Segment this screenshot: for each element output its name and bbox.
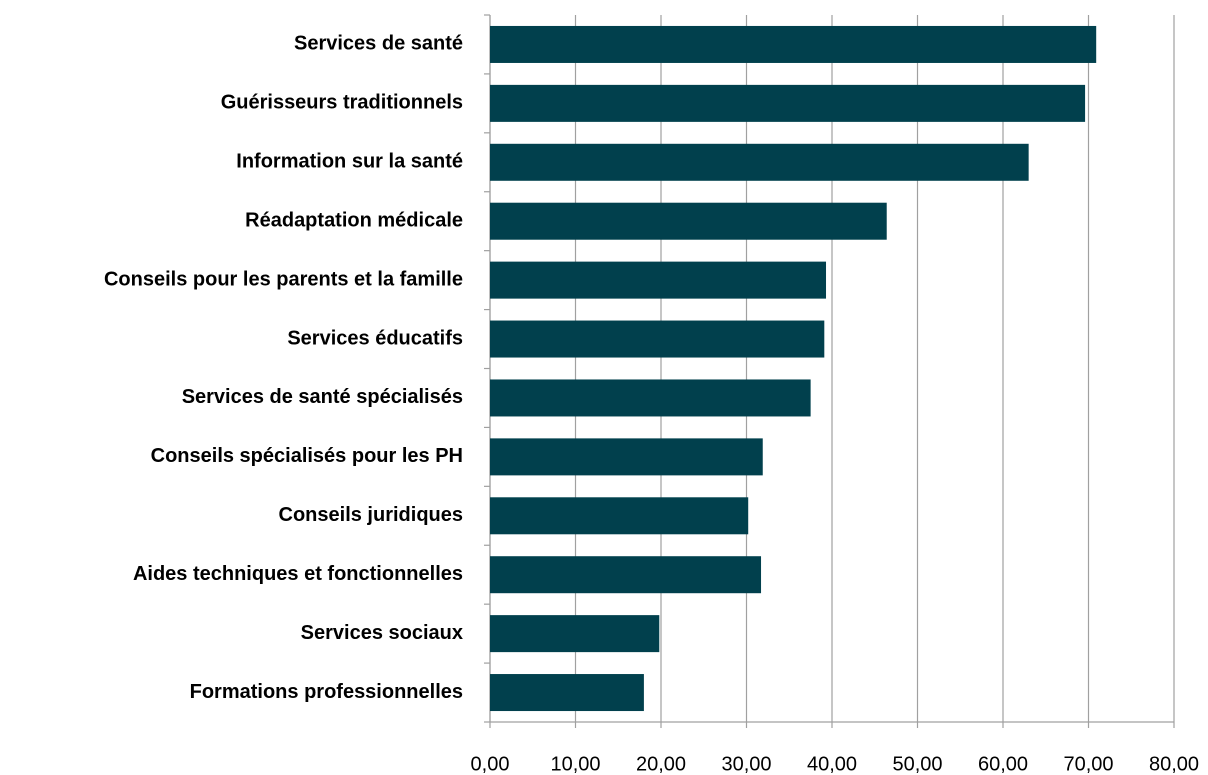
y-tick-label: Conseils spécialisés pour les PH <box>151 445 463 467</box>
y-tick-label: Information sur la santé <box>236 151 463 173</box>
bar <box>490 143 1029 181</box>
bar <box>490 674 644 712</box>
x-tick-label: 20,00 <box>636 753 686 775</box>
x-tick-label: 50,00 <box>892 753 942 775</box>
x-tick-label: 60,00 <box>978 753 1028 775</box>
y-tick-label: Services de santé spécialisés <box>182 386 463 408</box>
y-tick-label: Aides techniques et fonctionnelles <box>133 563 463 585</box>
x-tick-label: 70,00 <box>1063 753 1113 775</box>
y-tick-label: Guérisseurs traditionnels <box>221 92 463 114</box>
y-tick-label: Services éducatifs <box>287 327 463 349</box>
bar <box>490 615 660 653</box>
bar <box>490 320 825 358</box>
y-tick-label: Conseils juridiques <box>279 504 463 526</box>
bar <box>490 556 762 594</box>
bar <box>490 497 749 535</box>
bar <box>490 438 763 476</box>
x-tick-label: 80,00 <box>1149 753 1199 775</box>
bar <box>490 261 827 299</box>
x-tick-label: 10,00 <box>550 753 600 775</box>
x-tick-label: 0,00 <box>471 753 510 775</box>
x-tick-label: 40,00 <box>807 753 857 775</box>
bar <box>490 84 1086 122</box>
y-tick-label: Conseils pour les parents et la famille <box>104 268 463 290</box>
y-tick-label: Services sociaux <box>301 622 463 644</box>
bar <box>490 25 1097 63</box>
y-tick-label: Formations professionnelles <box>190 681 463 703</box>
y-tick-label: Services de santé <box>294 33 463 55</box>
bar <box>490 202 887 240</box>
y-tick-label: Réadaptation médicale <box>245 209 463 231</box>
x-tick-label: 30,00 <box>721 753 771 775</box>
bar <box>490 379 811 417</box>
